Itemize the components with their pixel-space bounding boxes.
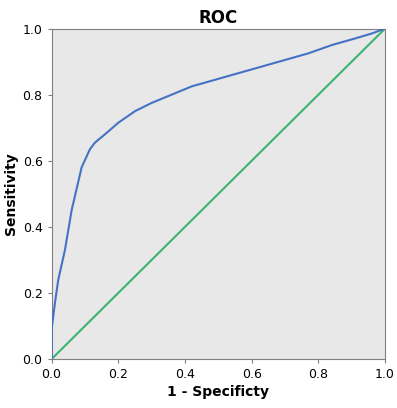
Y-axis label: Sensitivity: Sensitivity xyxy=(4,153,18,235)
Title: ROC: ROC xyxy=(199,9,238,27)
X-axis label: 1 - Specificty: 1 - Specificty xyxy=(168,385,269,399)
